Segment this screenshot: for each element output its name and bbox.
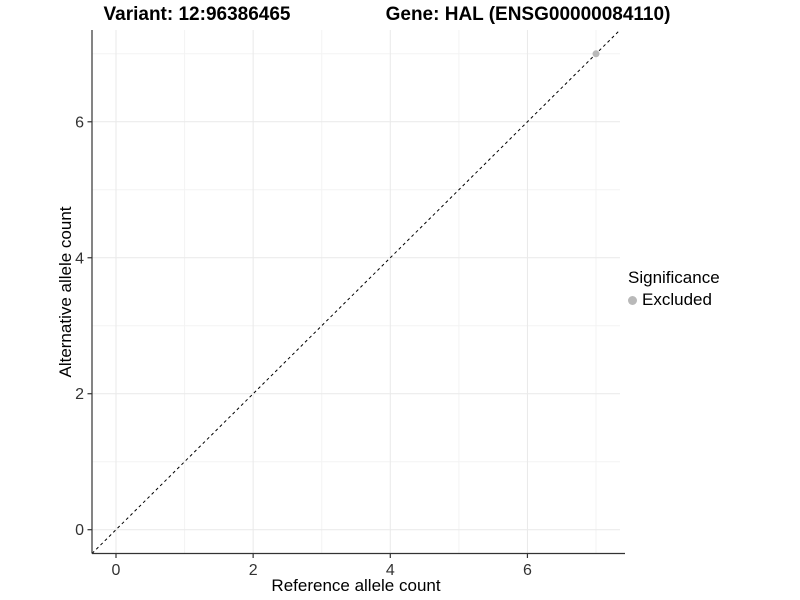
legend: Significance Excluded [628, 268, 720, 310]
legend-title: Significance [628, 268, 720, 287]
y-tick-label: 4 [75, 250, 84, 267]
plot-title-variant: Variant: 12:96386465 [103, 4, 291, 25]
data-point-excluded [592, 50, 600, 58]
x-tick-label: 0 [112, 562, 121, 579]
legend-item-label: Excluded [642, 290, 712, 309]
x-tick-label: 4 [386, 562, 395, 579]
x-axis-title: Reference allele count [271, 576, 441, 595]
y-tick-label: 6 [75, 114, 84, 131]
plot-title-gene: Gene: HAL (ENSG00000084110) [385, 4, 671, 25]
y-tick-label: 0 [75, 522, 84, 539]
x-tick-label: 2 [249, 562, 258, 579]
excluded-point-swatch-icon [628, 295, 637, 305]
legend-item-excluded: Excluded [628, 290, 720, 310]
identity-reference-line [91, 29, 621, 554]
y-tick-label: 2 [75, 386, 84, 403]
x-tick-label: 6 [523, 562, 532, 579]
y-axis-title: Alternative allele count [56, 206, 75, 378]
